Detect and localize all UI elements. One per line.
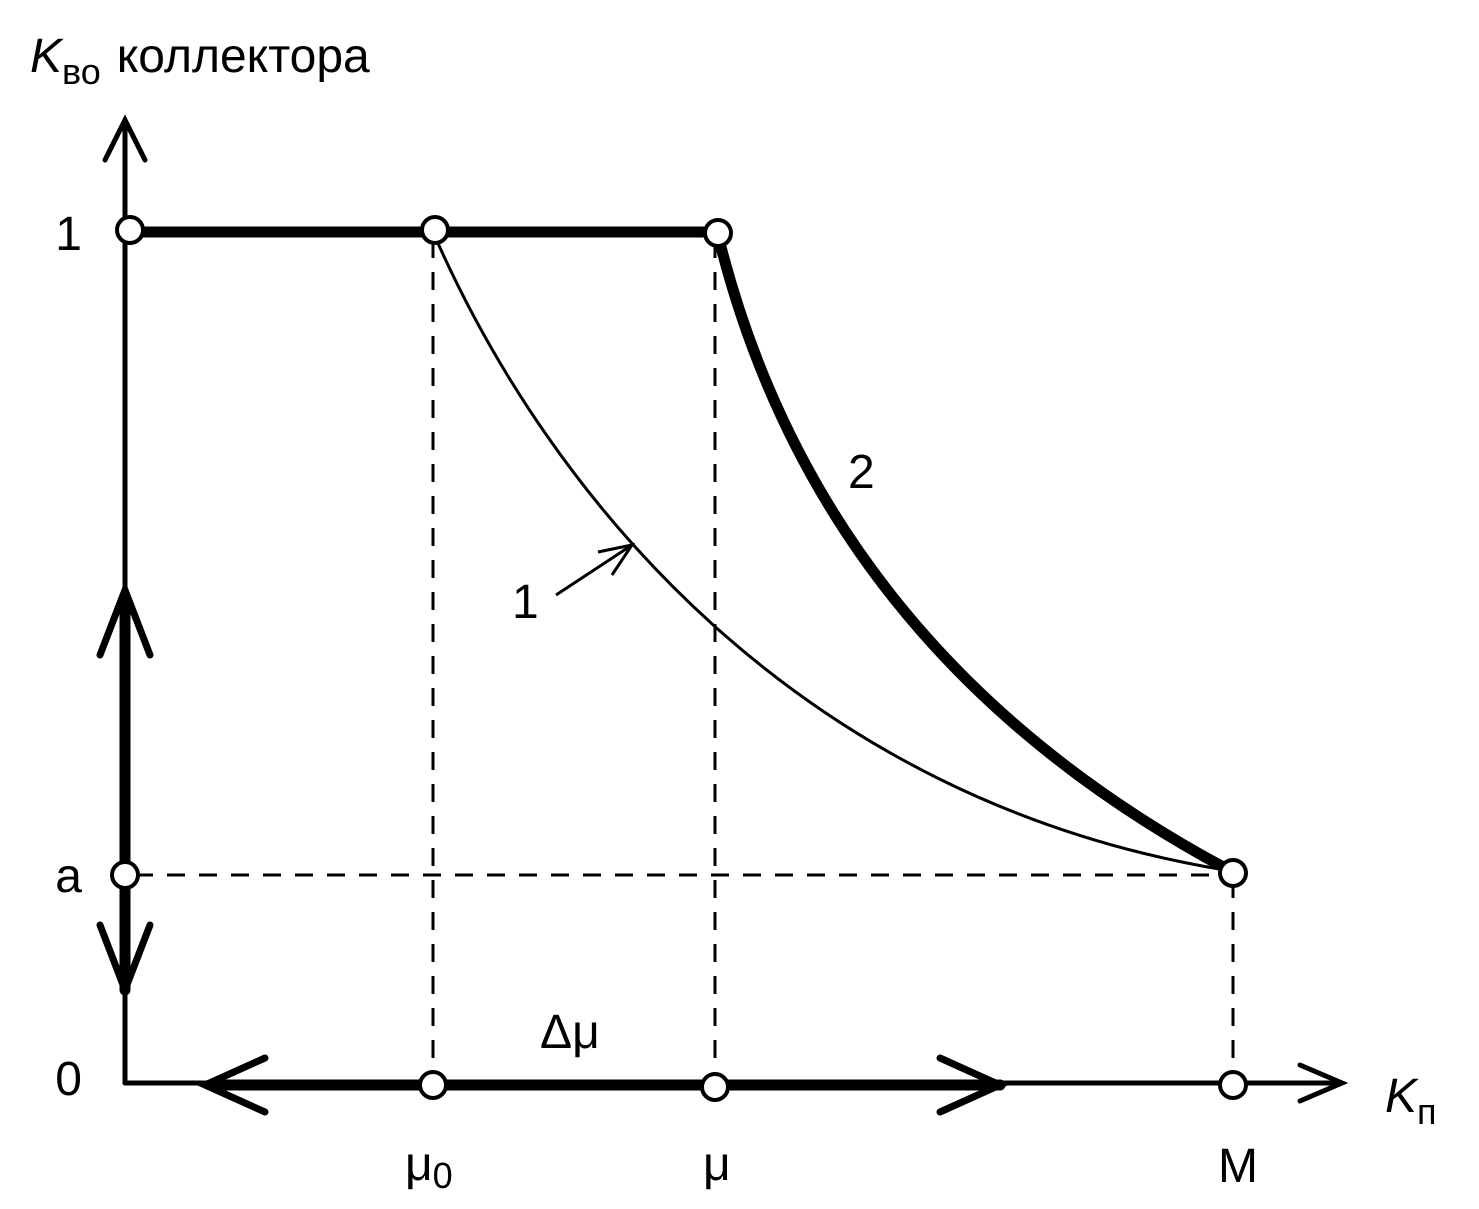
y-tick-label: a <box>55 850 82 903</box>
curve-label: 1 <box>512 576 539 629</box>
points <box>110 215 1248 1102</box>
x-tick-label: μ <box>703 1138 731 1191</box>
symbol: μ <box>405 1138 433 1191</box>
interval-label: Δμ <box>540 1006 600 1059</box>
x-tick-label: μ0 <box>405 1138 453 1196</box>
curve-label: 2 <box>848 446 875 499</box>
symbol: K <box>30 30 64 83</box>
y-axis-label: Kво коллектора <box>30 30 370 92</box>
subscript: во <box>62 51 101 92</box>
guides <box>135 240 1235 1075</box>
curve-1 <box>431 231 1226 872</box>
x-axis-label: Kп <box>1385 1070 1437 1132</box>
subscript: п <box>1417 1091 1437 1132</box>
pointer <box>555 542 636 597</box>
x-tick-label: M <box>1218 1140 1258 1193</box>
curve-2 <box>712 233 1228 873</box>
y-tick-label: 1 <box>55 208 82 261</box>
symbol: K <box>1385 1070 1419 1123</box>
y-tick-label: 0 <box>55 1053 82 1106</box>
subscript: 0 <box>433 1155 453 1196</box>
text: коллектора <box>117 30 370 83</box>
axes <box>96 114 1349 1116</box>
